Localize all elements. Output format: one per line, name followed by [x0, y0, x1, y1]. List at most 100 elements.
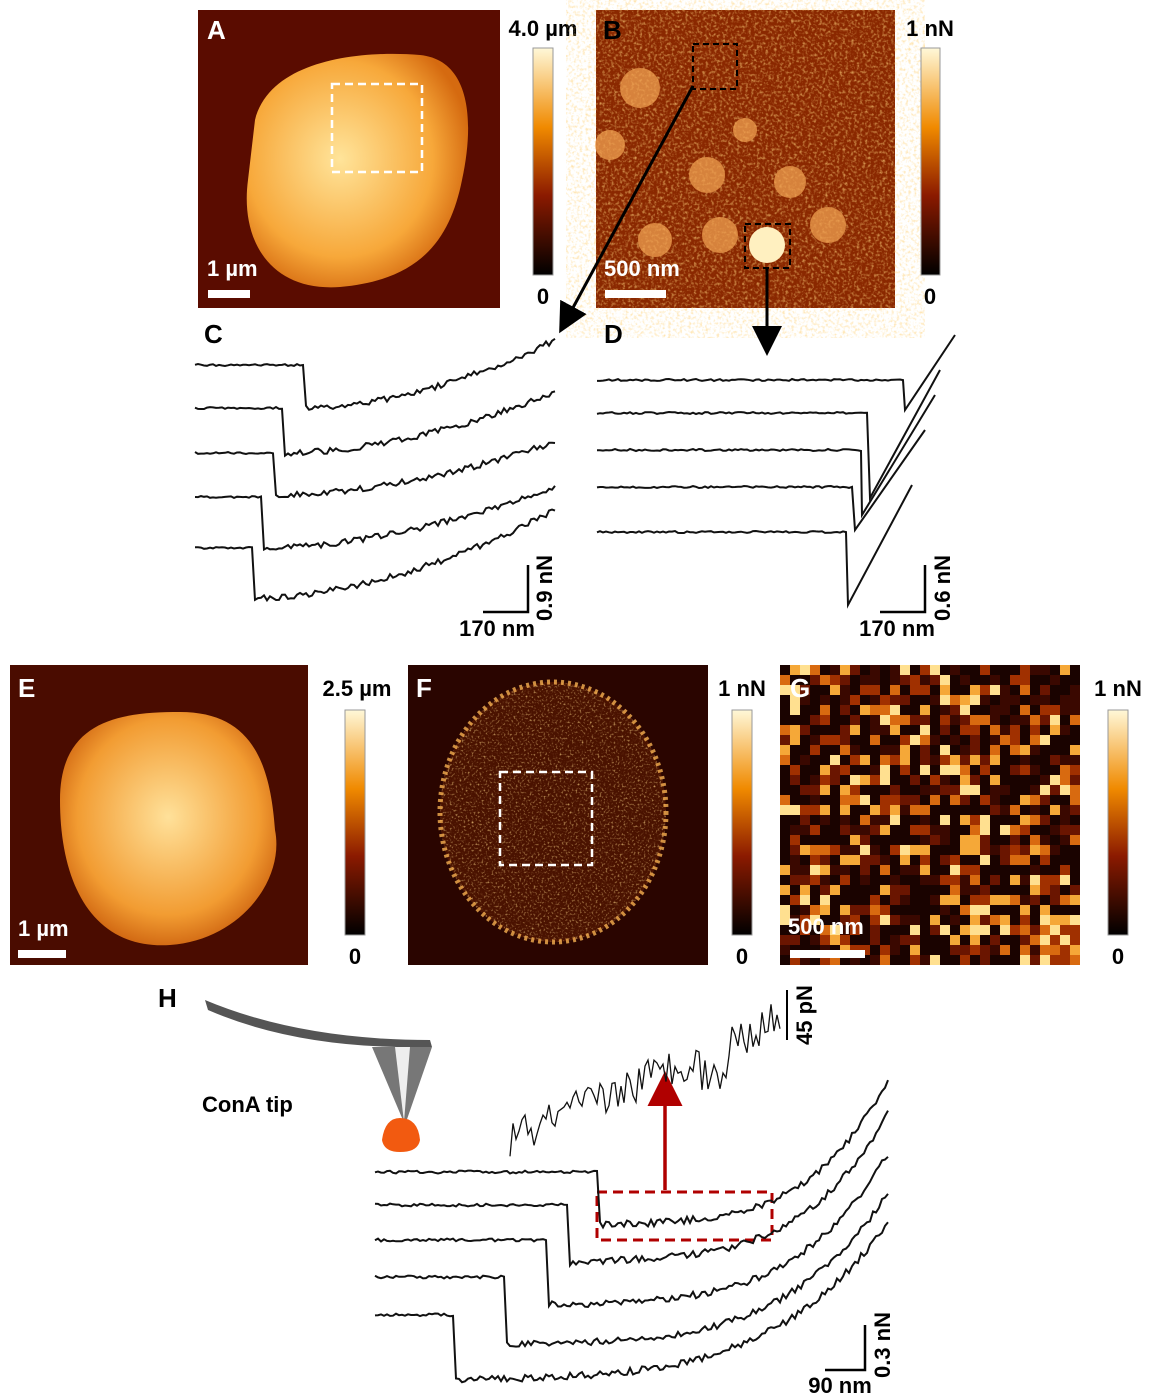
pixel — [850, 695, 860, 705]
scale-label: 0.3 nN — [870, 1312, 895, 1378]
pixel — [940, 955, 950, 965]
pixel — [1030, 895, 1040, 905]
pixel — [1030, 745, 1040, 755]
pixel — [890, 955, 900, 965]
pixel — [970, 765, 980, 775]
pixel — [1050, 865, 1060, 875]
pixel — [840, 935, 850, 945]
tip-label: ConA tip — [202, 1092, 293, 1117]
pixel — [960, 775, 970, 785]
colorbar — [1107, 709, 1129, 936]
pixel — [840, 705, 850, 715]
pixel — [780, 675, 790, 685]
pixel — [870, 685, 880, 695]
pixel — [940, 765, 950, 775]
pixel — [1060, 685, 1070, 695]
pixel — [850, 745, 860, 755]
pixel — [810, 935, 820, 945]
pixel — [1060, 745, 1070, 755]
pixel — [960, 875, 970, 885]
pixel — [920, 735, 930, 745]
pixel — [880, 805, 890, 815]
pixel — [970, 725, 980, 735]
pixel — [840, 895, 850, 905]
pixel — [1060, 955, 1070, 965]
pixel — [840, 845, 850, 855]
pixel — [900, 795, 910, 805]
pixel — [930, 795, 940, 805]
pixel — [1070, 815, 1080, 825]
pixel — [980, 875, 990, 885]
pixel — [860, 685, 870, 695]
pixel — [890, 805, 900, 815]
pixel — [1020, 805, 1030, 815]
pixel — [960, 725, 970, 735]
pixel — [940, 705, 950, 715]
pixel — [960, 945, 970, 955]
pixel — [1030, 955, 1040, 965]
pixel — [870, 945, 880, 955]
pixel — [940, 925, 950, 935]
pixel — [1010, 865, 1020, 875]
pixel — [810, 765, 820, 775]
pixel — [920, 755, 930, 765]
pixel — [1050, 775, 1060, 785]
pixel — [940, 725, 950, 735]
pixel — [910, 745, 920, 755]
pixel — [900, 695, 910, 705]
pixel — [1070, 835, 1080, 845]
pixel — [930, 765, 940, 775]
pixel — [820, 785, 830, 795]
pixel — [950, 745, 960, 755]
scale-label: 0.6 nN — [930, 555, 955, 621]
pixel — [960, 785, 970, 795]
pixel — [880, 745, 890, 755]
pixel — [860, 705, 870, 715]
pixel — [1010, 745, 1020, 755]
pixel — [810, 865, 820, 875]
pixel — [800, 705, 810, 715]
pixel — [790, 805, 800, 815]
pixel — [1070, 695, 1080, 705]
pixel — [830, 825, 840, 835]
scale-bar — [18, 950, 66, 958]
pixel — [980, 685, 990, 695]
pixel — [840, 675, 850, 685]
pixel — [980, 805, 990, 815]
pixel — [910, 825, 920, 835]
pixel — [1050, 815, 1060, 825]
pixel — [1060, 695, 1070, 705]
pixel — [880, 765, 890, 775]
pixel — [940, 815, 950, 825]
pixel — [880, 895, 890, 905]
pixel — [1000, 845, 1010, 855]
scale-label: 500 nm — [788, 914, 864, 939]
pixel — [970, 885, 980, 895]
pixel — [960, 845, 970, 855]
pixel — [940, 805, 950, 815]
image-noise — [440, 682, 666, 942]
pixel — [1020, 665, 1030, 675]
pixel — [1030, 765, 1040, 775]
pixel — [810, 925, 820, 935]
panel-label: E — [18, 673, 35, 703]
pixel — [860, 775, 870, 785]
pixel — [960, 825, 970, 835]
pixel — [840, 695, 850, 705]
pixel — [880, 725, 890, 735]
pixel — [780, 735, 790, 745]
pixel — [900, 765, 910, 775]
pixel — [960, 745, 970, 755]
pixel — [820, 715, 830, 725]
pixel — [1050, 805, 1060, 815]
pixel — [1010, 845, 1020, 855]
pixel — [1060, 785, 1070, 795]
pixel — [1020, 955, 1030, 965]
pixel — [910, 785, 920, 795]
pixel — [1050, 735, 1060, 745]
pixel — [1040, 835, 1050, 845]
pixel — [790, 735, 800, 745]
pixel — [950, 675, 960, 685]
pixel — [1070, 845, 1080, 855]
pixel — [910, 715, 920, 725]
